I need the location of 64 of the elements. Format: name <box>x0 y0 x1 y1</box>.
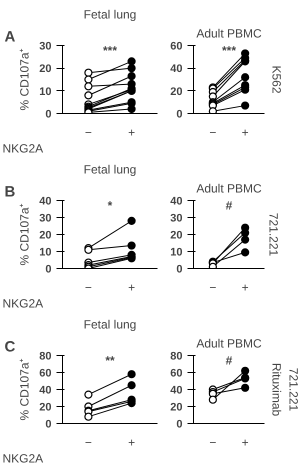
x-axis-title: NKG2A <box>2 296 44 310</box>
chart-title: Fetal lung <box>84 318 136 332</box>
y-tick-label: 40 <box>170 63 183 76</box>
y-tick-label: 80 <box>170 350 183 362</box>
y-tick-label: 20 <box>39 402 52 414</box>
chart-title: Adult PBMC <box>196 26 262 40</box>
y-tick-label: 60 <box>170 40 183 52</box>
annotation: * <box>108 198 113 212</box>
y-tick-label: 0 <box>45 108 52 120</box>
y-tick-label: 40 <box>170 384 183 396</box>
x-tick-label: − <box>209 126 216 140</box>
text: B <box>4 184 16 200</box>
y-tick-label: 40 <box>39 196 52 208</box>
annotation: *** <box>102 44 118 58</box>
x-tick-label: + <box>242 126 249 140</box>
y-tick-label: 0 <box>45 418 52 430</box>
y-tick-label: 0 <box>45 264 52 276</box>
y-tick-label: 40 <box>170 196 183 208</box>
y-tick-label: 20 <box>170 230 183 242</box>
annotation: # <box>226 198 233 212</box>
x-tick-label: − <box>84 126 92 140</box>
chart-title: Adult PBMC <box>196 182 262 196</box>
chart-title: Adult PBMC <box>196 336 262 350</box>
x-tick-label: − <box>209 436 216 450</box>
y-tick-label: 10 <box>170 246 183 258</box>
y2-axis-title: 721.221 <box>266 212 280 257</box>
x-tick-label: − <box>84 436 92 450</box>
x-tick-label: − <box>84 280 92 294</box>
text: C <box>4 338 16 356</box>
x-axis-title: NKG2A <box>2 452 44 465</box>
chart-title: Fetal lung <box>84 162 136 176</box>
y-tick-label: 60 <box>170 368 183 380</box>
y-tick-label: 40 <box>39 384 52 396</box>
text: A <box>4 28 16 46</box>
y-tick-label: 60 <box>39 368 52 380</box>
y-tick-label: 10 <box>39 246 52 258</box>
y2-axis-title: 721.221 Rituximab <box>270 362 300 416</box>
y-tick-label: 0 <box>176 418 183 430</box>
y-axis-title: % CD107a⁺ <box>17 48 32 111</box>
chart-title: Fetal lung <box>84 8 136 22</box>
y-tick-label: 0 <box>176 264 183 276</box>
y-tick-label: 0 <box>176 108 183 120</box>
x-tick-label: + <box>128 436 136 450</box>
y-tick-label: 20 <box>39 230 52 242</box>
y-tick-label: 30 <box>39 212 52 224</box>
y-tick-label: 30 <box>39 40 52 52</box>
annotation: *** <box>222 44 236 58</box>
x-axis-title: NKG2A <box>2 142 44 156</box>
y-tick-label: 20 <box>170 402 183 414</box>
x-tick-label: + <box>242 280 249 294</box>
y2-axis-title: K562 <box>270 65 284 94</box>
y-tick-label: 20 <box>39 63 52 76</box>
x-tick-label: + <box>128 280 136 294</box>
y-tick-label: 20 <box>170 86 183 98</box>
y-axis-title: % CD107a⁺ <box>17 203 32 266</box>
x-tick-label: − <box>209 280 216 294</box>
y-tick-label: 80 <box>39 350 52 362</box>
x-tick-label: + <box>128 126 136 140</box>
annotation: # <box>226 354 233 368</box>
x-tick-label: + <box>242 436 249 450</box>
y-axis-title: % CD107a⁺ <box>17 358 32 421</box>
y-tick-label: 30 <box>170 212 183 224</box>
annotation: ** <box>105 354 115 368</box>
y-tick-label: 10 <box>39 86 52 98</box>
